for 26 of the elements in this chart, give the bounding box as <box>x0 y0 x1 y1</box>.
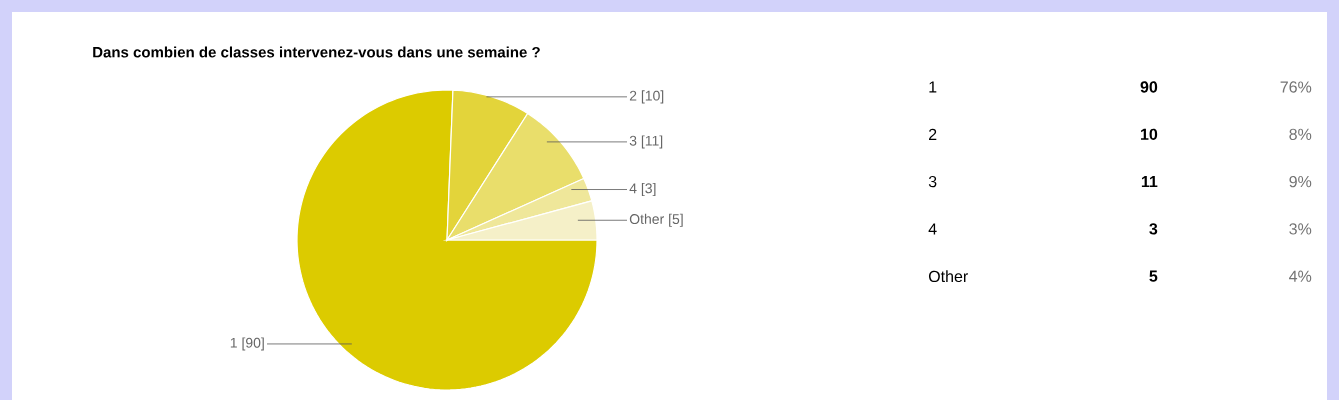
text: 3% <box>1289 223 1312 235</box>
text: 4% <box>1289 270 1312 282</box>
category-label: 3 <box>928 175 937 188</box>
slice-label: 3 <box>629 135 637 146</box>
slice-label: 2 <box>629 90 637 101</box>
slice-label: 1 <box>230 337 237 348</box>
data-label: [90] <box>242 337 264 351</box>
chart-title: Dans combien de classes intervenez-vous dans une semaine ? <box>93 46 540 58</box>
text: 10 <box>1141 128 1158 140</box>
slice-label: Other <box>629 213 664 225</box>
data-label: [11] <box>641 135 663 149</box>
text: 76% <box>1280 81 1312 93</box>
slice-label: 4 <box>629 183 637 194</box>
category-label: 1 <box>929 81 937 93</box>
text: 90 <box>1140 81 1158 93</box>
data-label: [5] <box>669 213 683 227</box>
text: 5 <box>1149 270 1158 282</box>
data-label: [10] <box>641 90 664 104</box>
category-label: 2 <box>929 128 937 140</box>
text: 9% <box>1289 175 1312 188</box>
category-label: Other <box>928 270 968 283</box>
text: 3 <box>1149 223 1158 235</box>
data-label: [3] <box>641 183 656 197</box>
category-label: 4 <box>928 223 937 235</box>
text: 11 <box>1141 176 1158 188</box>
text: 8% <box>1289 128 1312 140</box>
